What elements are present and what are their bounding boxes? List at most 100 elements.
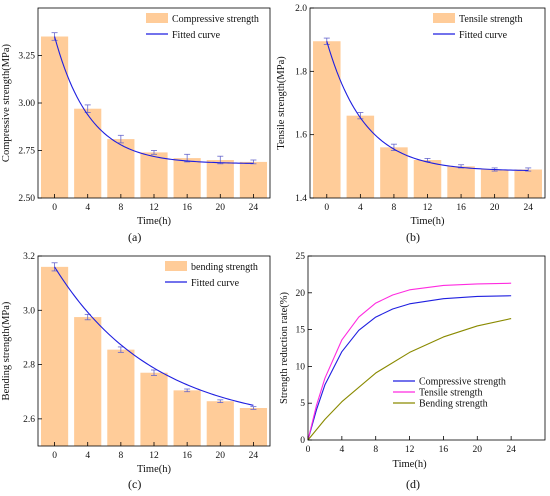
x-tick-label: 24	[506, 445, 516, 455]
x-tick-label: 20	[216, 451, 226, 461]
x-tick-label: 12	[405, 445, 415, 455]
chart-panel-bending: 2.6 2.8 3.0 3.2 0 4 8 12 16 20 24 Time(h) Bending st…	[0, 248, 275, 496]
fitted-curve-line	[54, 266, 254, 406]
bar	[140, 372, 168, 446]
x-tick-label: 20	[473, 445, 483, 455]
chart-reduction-svg: 0 5 10 15 20 25 0 4 8 12 16 20 24 Time(h) Strength red…	[279, 252, 546, 470]
series-line-1	[307, 282, 512, 441]
chart-panel-compressive: 2.50 2.75 3.00 3.25 0 4 8 12 16 20 24 Time(h) Compre…	[0, 0, 275, 248]
y-tick-label: 3.00	[18, 99, 35, 109]
bar	[74, 317, 102, 446]
x-tick-label: 24	[249, 451, 259, 461]
series-line-0	[307, 295, 512, 441]
x-tick-label: 0	[306, 445, 311, 455]
x-tick-label: 4	[85, 203, 90, 213]
bar	[514, 169, 542, 198]
bar	[107, 349, 135, 446]
fitted-curve-line	[54, 36, 254, 164]
y-tick-label: 25	[296, 252, 306, 262]
bar	[239, 408, 268, 446]
y-tick-label: 20	[296, 289, 306, 299]
y-axis-label: Bending strength(MPa)	[1, 301, 12, 400]
series-line-2	[307, 318, 512, 441]
bar	[380, 147, 408, 198]
legend-label-series: Tensile strength	[459, 14, 522, 25]
legend-swatch-bar	[146, 13, 168, 23]
fitted-curve-line	[326, 41, 529, 172]
x-tick-label: 0	[52, 451, 57, 461]
legend-label-fit: Fitted curve	[459, 30, 508, 41]
chart-panel-reduction-rate: 0 5 10 15 20 25 0 4 8 12 16 20 24 Time(h) Strength red…	[275, 248, 550, 496]
y-tick-label: 10	[296, 362, 306, 372]
legend-label-2: Bending strength	[419, 399, 488, 410]
x-tick-label: 8	[373, 445, 378, 455]
x-tick-label: 12	[149, 203, 159, 213]
y-tick-label: 2.50	[18, 194, 35, 204]
bar	[447, 166, 475, 198]
bar	[239, 161, 268, 198]
y-tick-label: 3.25	[18, 52, 35, 62]
x-tick-label: 4	[85, 451, 90, 461]
x-tick-label: 8	[118, 203, 123, 213]
bar	[74, 108, 102, 198]
legend-label-fit: Fitted curve	[172, 30, 221, 41]
y-axis-label: Tensile strength(MPa)	[276, 56, 287, 150]
panel-label-d: (d)	[406, 477, 420, 491]
bar	[40, 266, 69, 446]
panel-label-a: (a)	[128, 230, 142, 244]
y-tick-label: 15	[296, 326, 306, 336]
x-tick-label: 20	[216, 203, 226, 213]
bar	[313, 41, 341, 198]
x-axis-label: Time(h)	[137, 216, 172, 227]
x-tick-label: 0	[52, 203, 57, 213]
x-tick-label: 12	[423, 203, 433, 213]
legend-swatch-bar	[165, 261, 187, 271]
panel-label-c: (c)	[128, 477, 142, 491]
bar	[346, 115, 375, 198]
bar	[206, 401, 234, 446]
y-tick-label: 2.75	[18, 147, 35, 157]
x-tick-label: 16	[182, 451, 192, 461]
legend-label-0: Compressive strength	[419, 377, 506, 388]
y-axis-label: Strength reduction rate(%)	[279, 292, 290, 404]
bar	[413, 160, 442, 198]
x-tick-label: 16	[439, 445, 449, 455]
y-tick-label: 3.0	[23, 306, 35, 316]
bar	[206, 160, 234, 198]
y-tick-label: 1.6	[295, 131, 307, 141]
bar	[140, 152, 168, 198]
legend-label-series: Compressive strength	[172, 14, 259, 25]
chart-bending-svg: 2.6 2.8 3.0 3.2 0 4 8 12 16 20 24 Time(h) Bending st…	[1, 252, 271, 475]
x-tick-label: 24	[523, 203, 533, 213]
y-tick-label: 0	[300, 436, 305, 446]
x-axis-label: Time(h)	[393, 459, 428, 470]
bar	[480, 169, 509, 198]
x-axis-label: Time(h)	[410, 216, 445, 227]
x-tick-label: 4	[358, 203, 363, 213]
legend-label-series: bending strength	[191, 262, 258, 273]
y-tick-label: 3.2	[23, 252, 35, 262]
bar	[40, 36, 69, 198]
y-tick-label: 2.0	[295, 4, 307, 14]
y-tick-label: 1.4	[295, 194, 307, 204]
chart-tensile-svg: 1.4 1.6 1.8 2.0 0 4 8 12 16 20 24 Time(h) Tensile st…	[276, 4, 546, 227]
x-tick-label: 16	[182, 203, 192, 213]
x-tick-label: 20	[490, 203, 500, 213]
plot-frame	[307, 255, 546, 441]
x-tick-label: 8	[118, 451, 123, 461]
legend-swatch-bar	[433, 13, 455, 23]
y-tick-label: 5	[300, 399, 305, 409]
chart-panel-tensile: 1.4 1.6 1.8 2.0 0 4 8 12 16 20 24 Time(h) Tensile st…	[275, 0, 550, 248]
x-tick-label: 12	[149, 451, 159, 461]
x-tick-label: 24	[249, 203, 259, 213]
y-tick-label: 1.8	[295, 67, 307, 77]
bar	[173, 158, 201, 198]
x-tick-label: 4	[339, 445, 344, 455]
panel-label-b: (b)	[406, 230, 420, 244]
x-tick-label: 0	[324, 203, 329, 213]
legend-label-fit: Fitted curve	[191, 278, 240, 289]
y-tick-label: 2.8	[23, 361, 35, 371]
x-tick-label: 16	[456, 203, 466, 213]
bar	[173, 390, 201, 446]
x-axis-label: Time(h)	[137, 464, 172, 475]
